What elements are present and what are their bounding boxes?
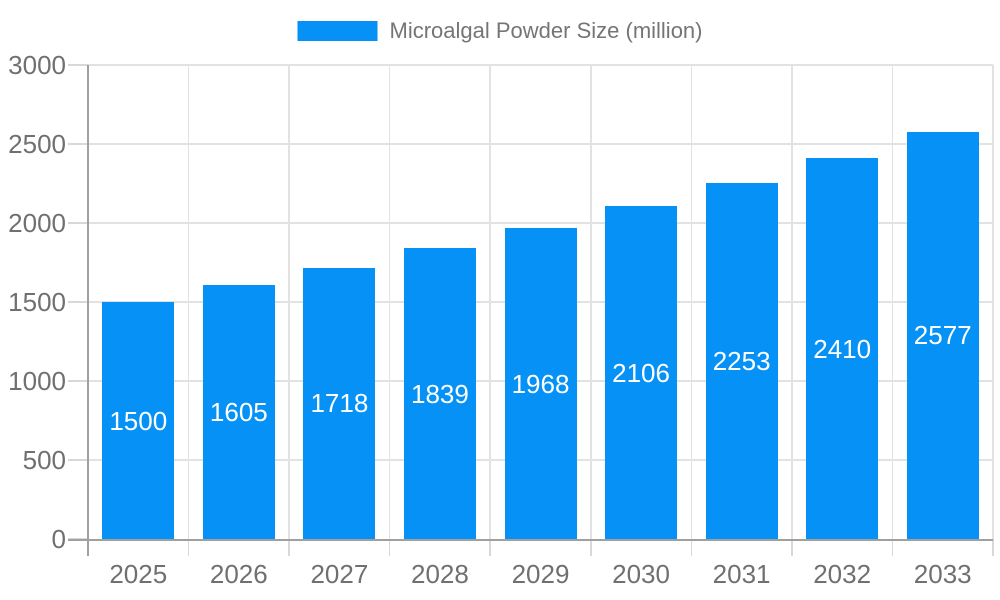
y-axis-label: 2500	[8, 129, 66, 159]
bar[interactable]	[303, 267, 376, 539]
y-axis-label: 0	[51, 524, 66, 554]
v-gridline	[388, 65, 391, 539]
bar[interactable]	[605, 206, 678, 539]
legend: Microalgal Powder Size (million)	[297, 16, 703, 46]
v-gridline	[489, 65, 491, 539]
x-axis-label: 2030	[612, 559, 670, 589]
bar[interactable]	[504, 228, 577, 539]
v-gridline	[992, 65, 994, 539]
y-axis-line	[87, 65, 89, 556]
h-gridline	[88, 222, 993, 224]
bar[interactable]	[202, 285, 275, 539]
y-axis-label: 1500	[8, 287, 66, 317]
x-axis-label: 2026	[209, 559, 268, 589]
x-tick	[187, 539, 190, 556]
h-gridline	[88, 64, 993, 66]
y-tick	[68, 64, 88, 66]
x-axis-line	[68, 539, 993, 541]
y-axis-label: 2000	[8, 208, 66, 238]
y-tick	[68, 301, 88, 303]
x-axis-label: 2027	[310, 559, 369, 589]
x-tick	[992, 539, 994, 556]
x-axis-label: 2031	[712, 559, 771, 589]
y-tick	[68, 459, 88, 461]
y-tick	[68, 380, 88, 382]
x-tick	[288, 539, 290, 556]
x-tick	[891, 539, 894, 556]
x-tick	[791, 539, 793, 556]
x-tick	[690, 539, 693, 556]
bar-value-label: 1839	[411, 378, 469, 409]
x-axis-label: 2028	[411, 559, 469, 589]
x-axis-label: 2032	[813, 559, 872, 589]
legend-label: Microalgal Powder Size (million)	[389, 18, 703, 43]
y-tick	[68, 143, 88, 145]
legend-item[interactable]: Microalgal Powder Size (million)	[297, 16, 703, 46]
x-axis-label: 2025	[109, 559, 168, 589]
v-gridline	[891, 65, 894, 539]
legend-swatch	[297, 21, 378, 41]
bar[interactable]	[906, 131, 979, 539]
y-tick	[68, 222, 88, 224]
v-gridline	[288, 65, 290, 539]
bar-value-label: 2253	[712, 346, 771, 376]
y-axis-label: 3000	[8, 50, 66, 80]
y-axis-label: 1000	[8, 366, 66, 396]
bar-value-label: 2106	[612, 357, 670, 388]
bar[interactable]	[705, 183, 778, 539]
v-gridline	[690, 65, 693, 539]
x-tick	[590, 539, 592, 556]
v-gridline	[590, 65, 592, 539]
bar[interactable]	[102, 302, 175, 539]
x-tick	[388, 539, 391, 556]
bar[interactable]	[806, 158, 879, 539]
x-axis-label: 2029	[511, 559, 570, 589]
y-axis-label: 500	[22, 445, 66, 475]
v-gridline	[187, 65, 190, 539]
x-tick	[489, 539, 491, 556]
bar[interactable]	[403, 248, 476, 539]
bar-value-label: 1968	[511, 368, 570, 399]
bar-value-label: 2410	[813, 333, 872, 364]
x-axis-label: 2033	[913, 559, 972, 589]
bar-value-label: 2577	[913, 320, 972, 351]
v-gridline	[791, 65, 793, 539]
bar-value-label: 1718	[310, 388, 369, 419]
bar-value-label: 1605	[209, 397, 268, 428]
bar-value-label: 1500	[109, 405, 168, 436]
h-gridline	[88, 143, 993, 145]
